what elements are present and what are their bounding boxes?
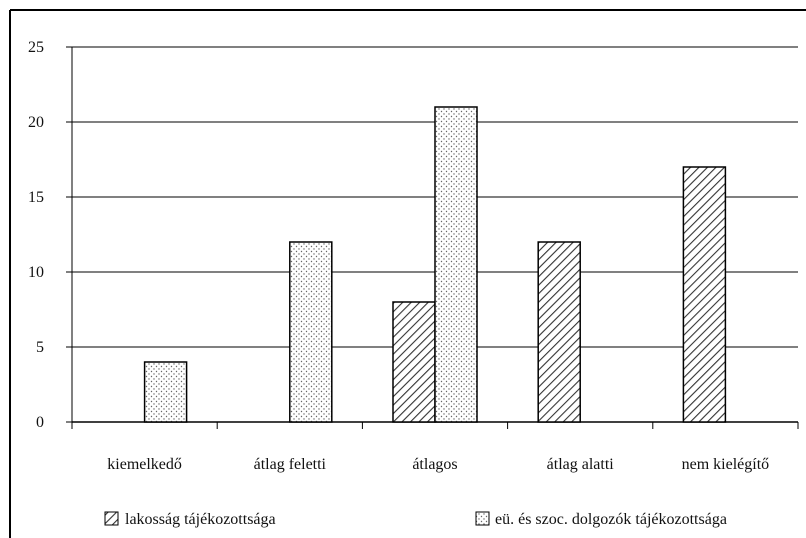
bar-dolgozok <box>289 241 333 423</box>
x-category-label: átlag feletti <box>254 456 327 473</box>
bar-lakossag <box>682 166 727 423</box>
x-category-label: átlag alatti <box>547 456 615 473</box>
x-category-label: kiemelkedő <box>107 456 182 473</box>
x-category-label: átlagos <box>412 456 457 473</box>
bar-dolgozok <box>143 361 188 423</box>
y-tick-label: 15 <box>28 189 44 206</box>
bars <box>143 106 727 423</box>
y-tick-label: 25 <box>28 39 44 56</box>
x-category-label: nem kielégítő <box>682 456 770 473</box>
y-tick-labels: 0 5 10 15 20 25 <box>28 39 44 431</box>
legend: lakosság tájékozottsága eü. és szoc. dol… <box>104 511 727 528</box>
bar-lakossag <box>537 241 581 423</box>
y-tick-label: 20 <box>28 114 44 131</box>
legend-label-lakossag: lakosság tájékozottsága <box>125 511 276 528</box>
legend-swatch-lakossag <box>104 511 119 526</box>
bar-dolgozok <box>434 106 478 423</box>
y-tick-label: 0 <box>36 414 44 431</box>
y-tick-label: 10 <box>28 264 44 281</box>
bar-lakossag <box>392 301 436 423</box>
legend-label-dolgozok: eü. és szoc. dolgozók tájékozottsága <box>495 511 727 528</box>
y-tick-label: 5 <box>36 339 44 356</box>
x-category-labels: kiemelkedő átlag feletti átlagos átlag alat… <box>107 456 769 473</box>
legend-swatch-dolgozok <box>475 511 490 526</box>
